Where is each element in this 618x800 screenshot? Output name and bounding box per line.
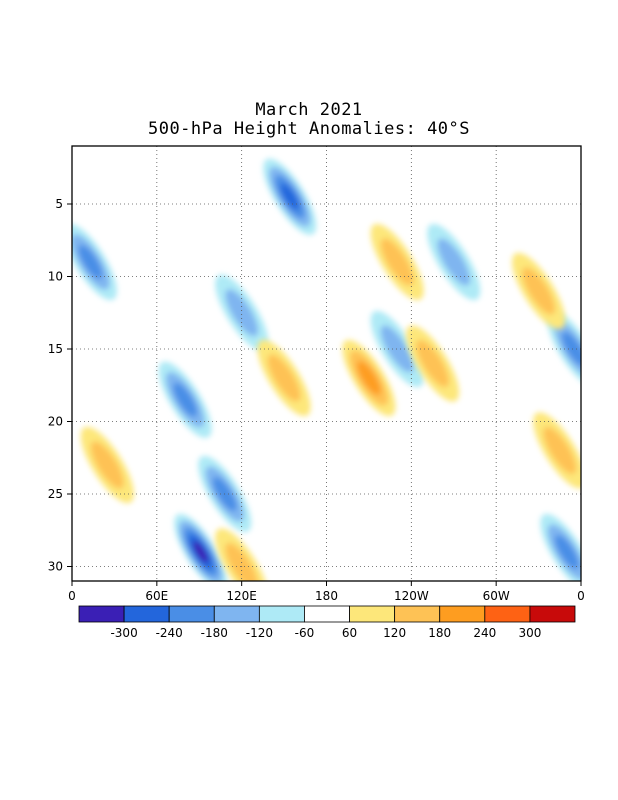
anomaly-high-16	[533, 412, 581, 489]
colorbar-label-3: -120	[246, 626, 273, 640]
colorbar-bin-4	[258, 605, 305, 623]
anomaly-level-7-2	[555, 535, 579, 569]
anomaly-level-9-1	[437, 238, 471, 286]
anomaly-level-10-2	[357, 361, 381, 395]
colorbar-label-5: 60	[342, 626, 357, 640]
colorbar-label-0: -300	[110, 626, 137, 640]
colorbar-legend: -300 -240 -180 -120 -60 60 120 180 240 300	[78, 605, 576, 640]
anomaly-high-11	[257, 339, 311, 417]
y-tick-label-4: 25	[48, 487, 63, 501]
colorbar-label-9: 300	[518, 626, 541, 640]
anomaly-high-13	[405, 325, 460, 402]
anomaly-field	[72, 158, 581, 581]
anomaly-low-8	[370, 310, 424, 388]
anomaly-level-16-1	[543, 427, 577, 474]
colorbar-label-8: 240	[473, 626, 496, 640]
x-tick-label-5: 60W	[483, 589, 510, 603]
colorbar-bin-1	[123, 605, 170, 623]
anomaly-level-17-1	[522, 267, 555, 315]
colorbar-label-2: -180	[201, 626, 228, 640]
x-tick-label-3: 180	[315, 589, 338, 603]
anomaly-low-6	[547, 310, 581, 388]
anomaly-level-6-2	[562, 332, 581, 366]
anomaly-level-2-1	[225, 289, 259, 337]
grid-lines	[72, 146, 581, 581]
colorbar-bin-6	[349, 605, 396, 623]
colorbar-label-6: 120	[383, 626, 406, 640]
colorbar-bin-0	[78, 605, 125, 623]
colorbar-bin-3	[213, 605, 260, 623]
anomaly-level-12-1	[380, 238, 414, 286]
colorbar-label-1: -240	[156, 626, 183, 640]
anomaly-low-3	[158, 361, 212, 438]
anomaly-low-5	[174, 513, 228, 581]
chart-subtitle: 500-hPa Height Anomalies: 40°S	[147, 119, 471, 139]
y-axis: 5 10 15 20 25 30	[48, 197, 72, 574]
anomaly-low-9	[427, 223, 481, 301]
y-tick-label-1: 10	[48, 270, 63, 284]
anomaly-low-7	[540, 513, 581, 581]
colorbar-bin-7	[394, 605, 441, 623]
x-tick-label-4: 120W	[394, 589, 429, 603]
chart-title: March 2021	[255, 100, 363, 120]
anomaly-high-14	[80, 426, 134, 504]
anomaly-level-5-4	[193, 541, 209, 563]
x-tick-label-1: 60E	[145, 589, 168, 603]
colorbar-bin-2	[168, 605, 215, 623]
y-tick-label-5: 30	[48, 560, 63, 574]
anomaly-high-17	[512, 252, 566, 330]
colorbar-label-4: -60	[295, 626, 315, 640]
anomaly-level-14-1	[91, 441, 124, 489]
y-tick-label-2: 15	[48, 342, 63, 356]
colorbar-bin-9	[484, 605, 531, 623]
anomaly-level-8-1	[380, 325, 414, 373]
anomaly-low-1	[72, 223, 117, 301]
y-tick-label-0: 5	[55, 197, 63, 211]
anomaly-high-10	[342, 339, 396, 417]
anomaly-high-12	[370, 223, 424, 301]
plot-frame	[71, 145, 582, 582]
colorbar-bin-10	[529, 605, 576, 623]
anomaly-low-0	[263, 158, 317, 235]
anomaly-level-0-3	[280, 183, 299, 211]
anomaly-low-2	[215, 274, 269, 351]
anomaly-level-1-2	[78, 245, 103, 279]
anomaly-level-11-1	[267, 354, 301, 402]
colorbar-label-7: 180	[428, 626, 451, 640]
anomaly-level-13-1	[416, 340, 449, 387]
colorbar-bin-8	[439, 605, 486, 623]
x-axis: 0 60E 120E 180 120W 60W 0	[68, 581, 585, 603]
x-tick-label-2: 120E	[226, 589, 257, 603]
y-tick-label-3: 20	[48, 415, 63, 429]
x-tick-label-0: 0	[68, 589, 76, 603]
x-tick-label-6: 0	[577, 589, 585, 603]
anomaly-level-3-2	[173, 382, 197, 417]
colorbar-bin-5	[304, 605, 350, 623]
